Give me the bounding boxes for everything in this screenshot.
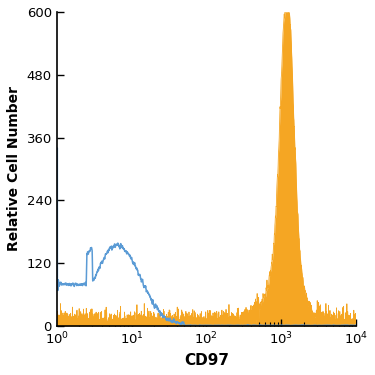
Y-axis label: Relative Cell Number: Relative Cell Number [7, 87, 21, 252]
X-axis label: CD97: CD97 [184, 353, 229, 368]
